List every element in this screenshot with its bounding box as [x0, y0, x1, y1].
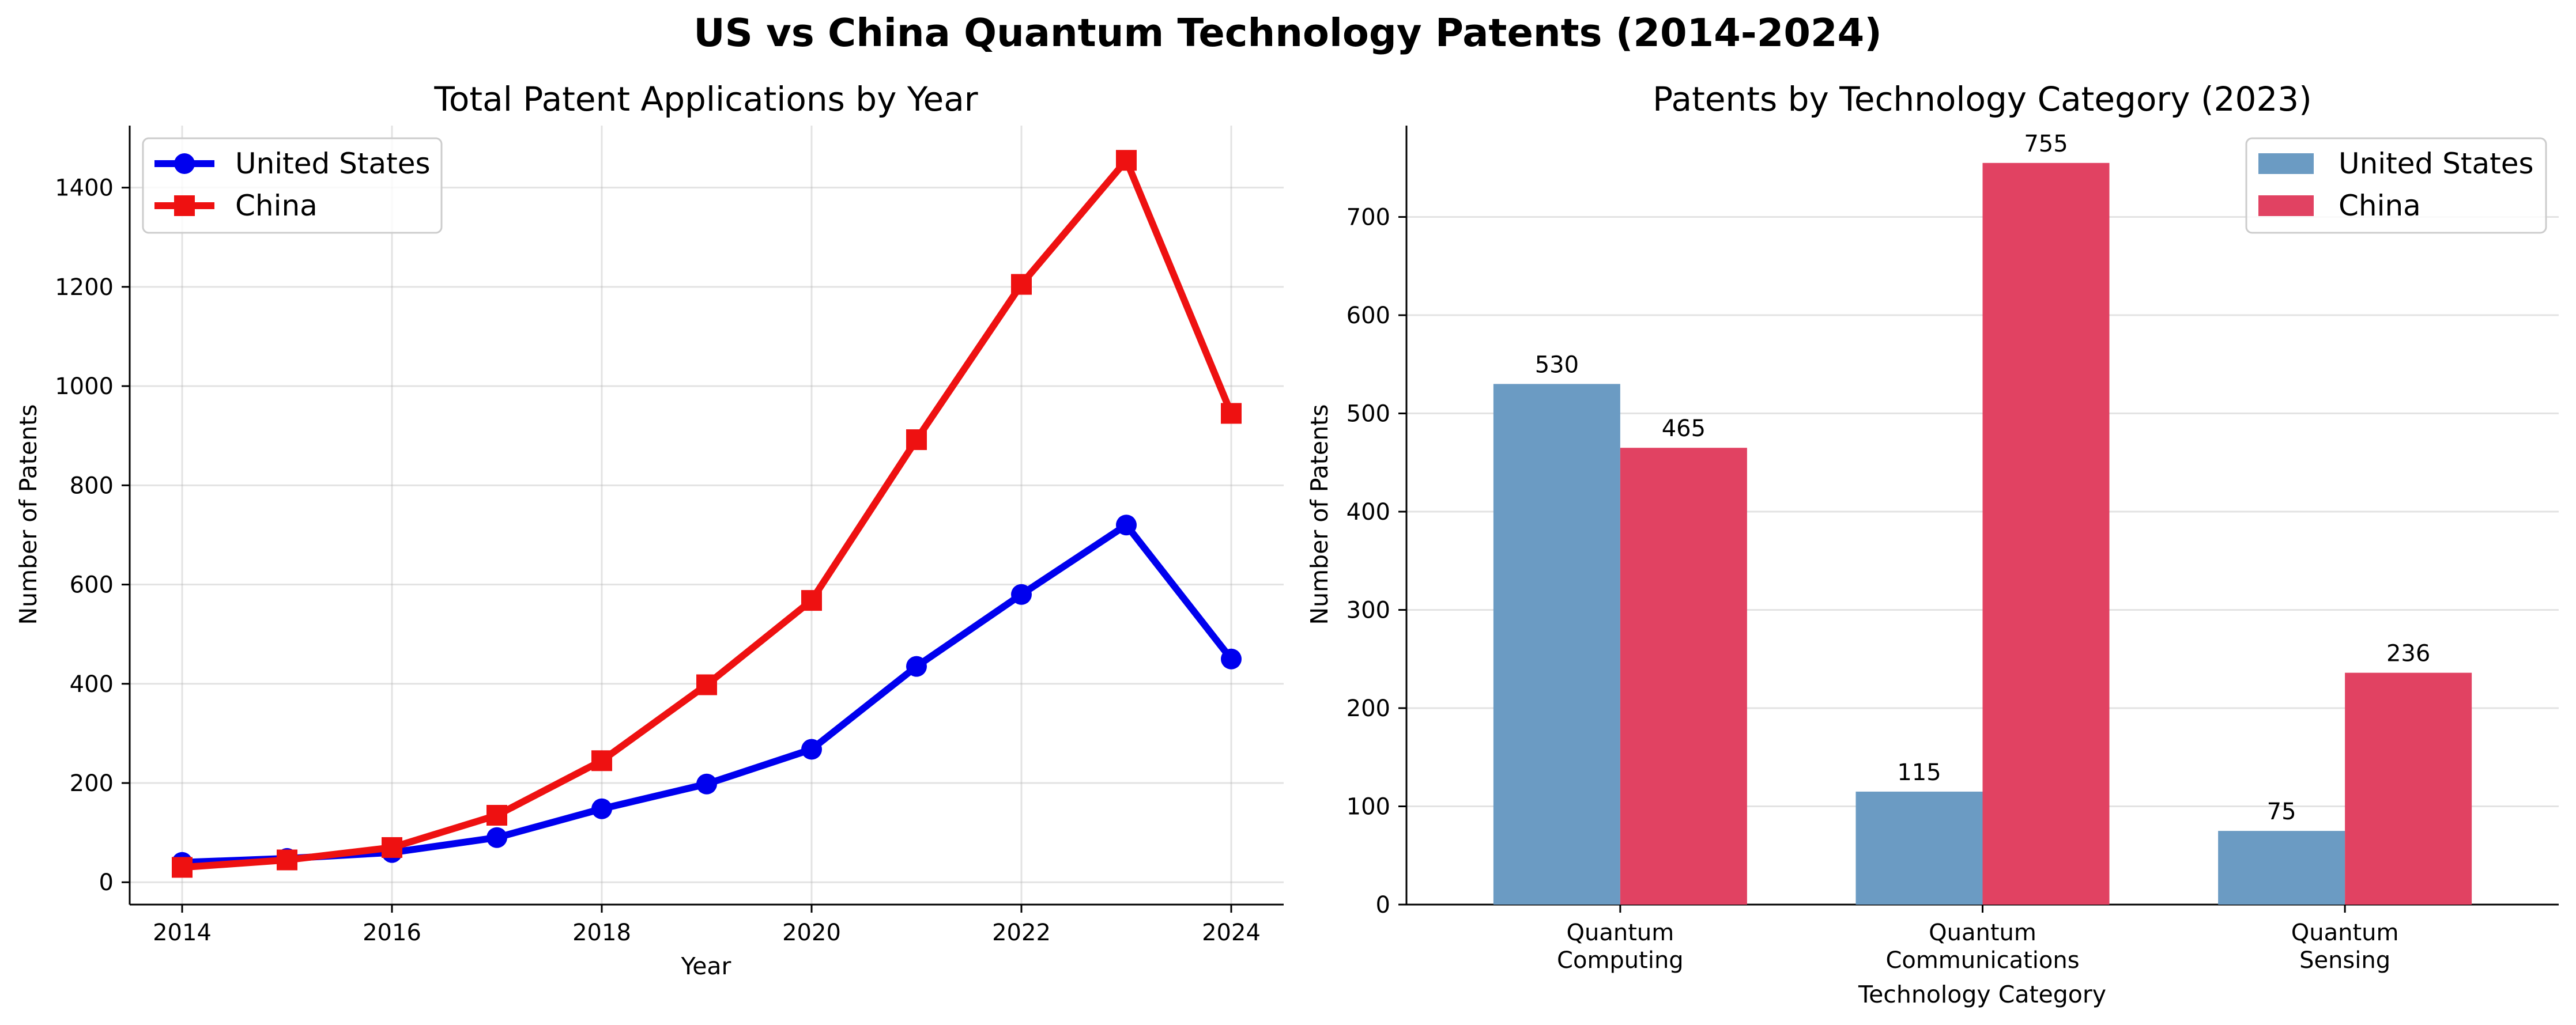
bar-chart-y-axis-title: Number of Patents: [1306, 404, 1333, 625]
line-chart-panel: Total Patent Applications by Year 201420…: [14, 80, 1284, 980]
legend-label: United States: [2339, 147, 2534, 180]
data-point: [591, 799, 612, 819]
bar-chart-x-axis-title: Technology Category: [1858, 981, 2106, 1008]
y-tick-label: 800: [70, 472, 114, 499]
data-point: [1011, 584, 1032, 605]
series-line-1: [182, 160, 1231, 867]
line-chart-legend: United States China: [143, 138, 442, 233]
data-point: [172, 857, 193, 878]
legend-label: China: [235, 189, 318, 222]
bar-chart-panel: Patents by Technology Category (2023) 0 1…: [1306, 80, 2559, 1008]
bar-value-label: 530: [1535, 351, 1579, 378]
x-tick-label: 2014: [153, 920, 212, 946]
x-tick-label: 2020: [782, 920, 841, 946]
data-point: [1116, 150, 1137, 171]
legend-label: China: [2339, 189, 2421, 222]
x-tick-label: 2022: [992, 920, 1051, 946]
line-chart-y-axis-title: Number of Patents: [14, 404, 42, 625]
data-point: [486, 827, 507, 848]
y-tick-label: 0: [99, 869, 114, 896]
figure-title: US vs China Quantum Technology Patents (…: [693, 10, 1882, 55]
x-tick-label: 2018: [572, 920, 631, 946]
data-point: [801, 739, 822, 759]
bar-chart-legend: United States China: [2246, 138, 2546, 233]
y-tick-label: 1400: [55, 175, 114, 202]
data-point: [382, 837, 402, 858]
legend-marker: [174, 195, 195, 216]
bar: [1493, 384, 1620, 905]
data-point: [696, 774, 717, 795]
data-point: [696, 675, 717, 695]
data-point: [277, 849, 297, 870]
bar-chart-plot-area: 530 465 115 755 75 236: [1493, 131, 2472, 905]
data-point: [591, 750, 612, 771]
y-tick-label: 400: [1347, 499, 1390, 525]
bar-value-label: 465: [1662, 415, 1706, 442]
y-tick-label: 1200: [55, 274, 114, 301]
bar: [2345, 673, 2472, 905]
x-tick-label: QuantumComputing: [1557, 920, 1684, 974]
bar-value-label: 755: [2024, 131, 2068, 157]
y-tick-label: 300: [1347, 597, 1390, 624]
y-tick-label: 600: [1347, 302, 1390, 329]
x-tick-label: QuantumCommunications: [1885, 920, 2079, 974]
y-tick-label: 100: [1347, 794, 1390, 820]
bar-value-label: 75: [2267, 799, 2296, 825]
y-tick-label: 0: [1376, 892, 1390, 918]
legend-marker: [174, 153, 195, 174]
line-chart-axes: 2014 2016 2018 2020 2022 2024 0 200 400 600 800 100…: [55, 126, 1284, 946]
bar-value-label: 115: [1897, 759, 1941, 786]
bar: [1620, 448, 1747, 905]
x-tick-label: 2024: [1202, 920, 1261, 946]
bar: [1855, 792, 1982, 905]
y-tick-label: 600: [70, 572, 114, 599]
legend-swatch: [2258, 153, 2314, 174]
data-point: [486, 805, 507, 826]
x-tick-label: QuantumSensing: [2291, 920, 2399, 974]
data-point: [1221, 649, 1242, 670]
data-point: [801, 590, 822, 611]
legend-swatch: [2258, 195, 2314, 216]
data-point: [906, 656, 927, 677]
line-chart-title: Total Patent Applications by Year: [433, 80, 978, 119]
y-tick-label: 200: [70, 770, 114, 797]
x-tick-label: 2016: [363, 920, 421, 946]
bar-chart-title: Patents by Technology Category (2023): [1653, 80, 2312, 119]
data-point: [906, 429, 927, 450]
data-point: [1011, 274, 1032, 295]
bar: [1983, 163, 2110, 905]
y-tick-label: 400: [70, 671, 114, 698]
data-point: [1221, 403, 1242, 423]
bar: [2218, 831, 2345, 905]
y-tick-label: 1000: [55, 373, 114, 400]
y-tick-label: 700: [1347, 205, 1390, 231]
y-tick-label: 500: [1347, 401, 1390, 428]
line-chart-plot-area: [172, 150, 1242, 878]
legend-label: United States: [235, 147, 431, 180]
data-point: [1116, 515, 1137, 535]
line-chart-x-axis-title: Year: [681, 952, 731, 980]
bar-value-label: 236: [2386, 641, 2430, 667]
y-tick-label: 200: [1347, 695, 1390, 722]
